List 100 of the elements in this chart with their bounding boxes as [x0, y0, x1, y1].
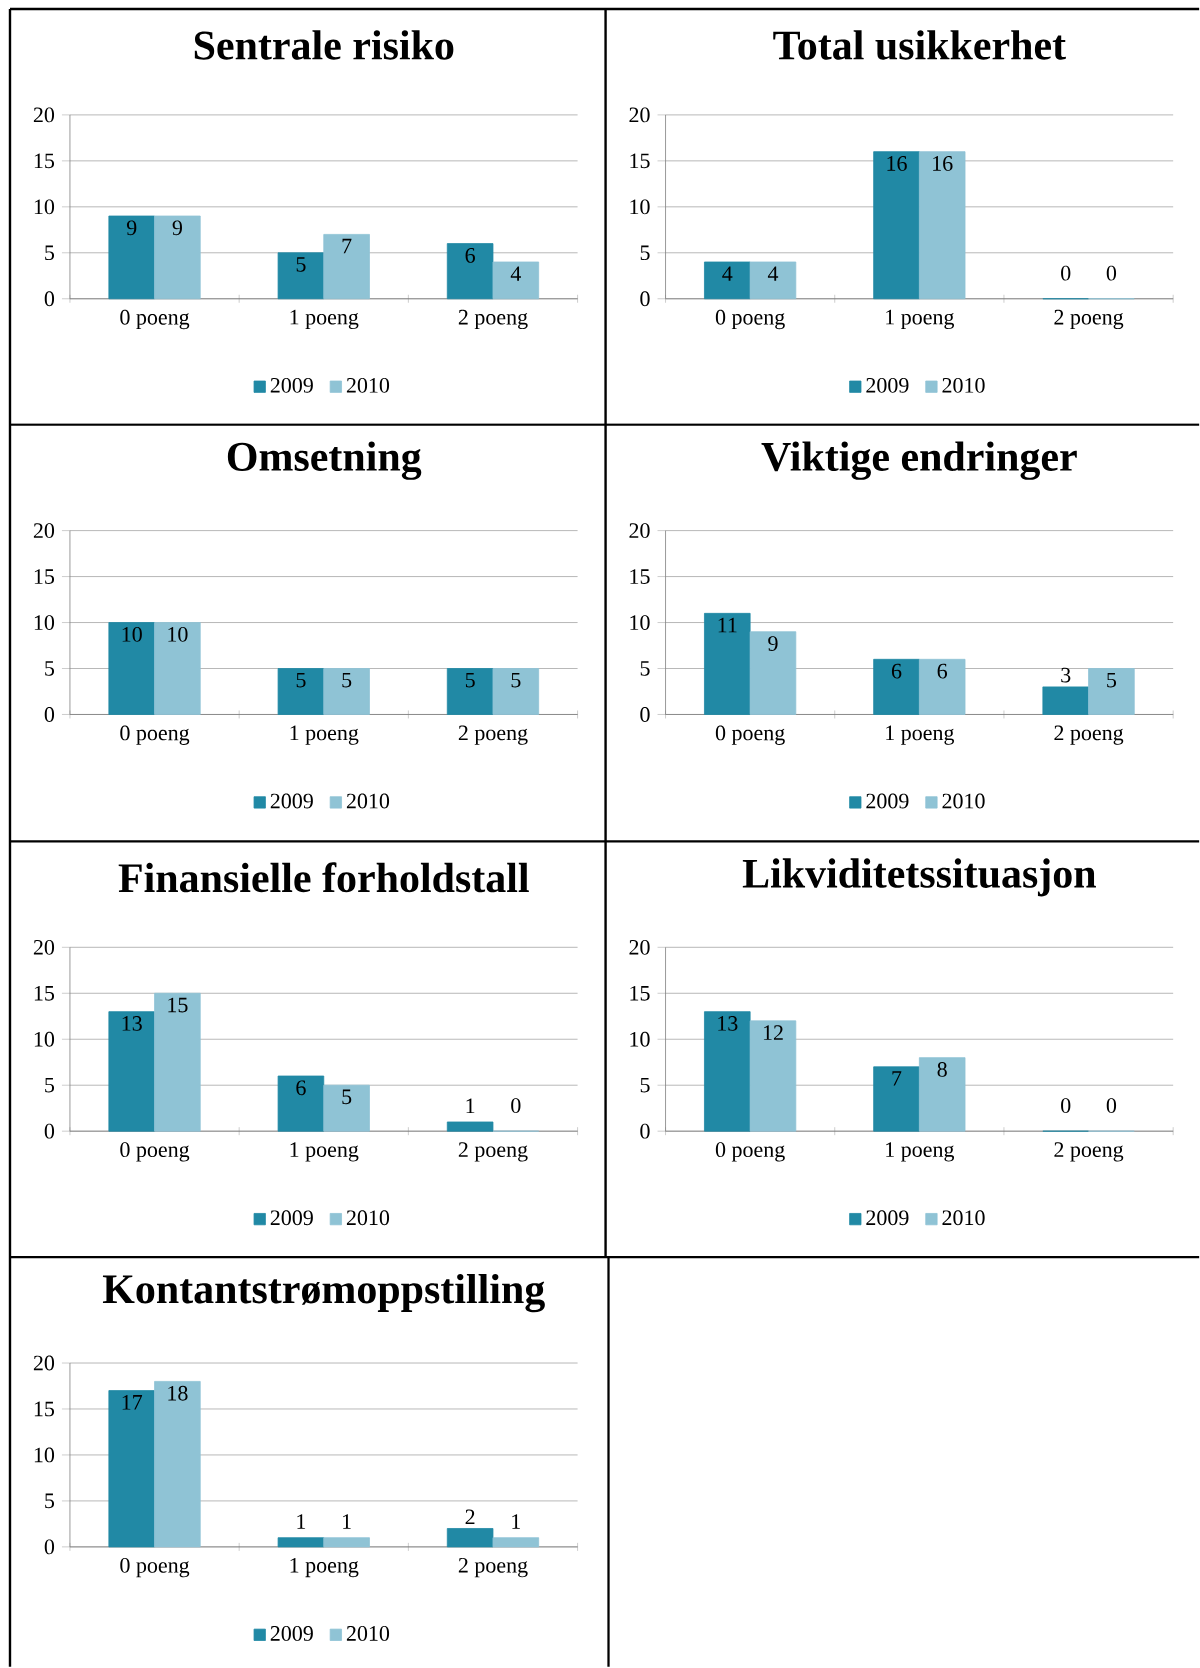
y-tick-label: 15	[34, 985, 54, 1001]
bar	[446, 243, 494, 300]
y-tick-label: 0	[44, 1123, 54, 1139]
x-tick-label: 0 poeng	[715, 725, 785, 745]
data-label: 10	[122, 626, 142, 642]
data-label: 9	[768, 636, 778, 651]
bar	[703, 1011, 751, 1132]
data-label: 11	[718, 617, 737, 633]
data-label: 0	[1060, 265, 1071, 281]
legend-label: 2010	[346, 793, 389, 809]
legend-label: 2009	[270, 377, 313, 393]
x-tick-label: 1 poeng	[886, 1142, 954, 1162]
y-tick-label: 20	[629, 523, 650, 539]
x-tick-label: 0 poeng	[120, 725, 190, 745]
bar	[918, 151, 966, 300]
x-tick-label: 0 poeng	[120, 1557, 190, 1578]
y-tick-label: 10	[34, 199, 54, 215]
bar	[492, 1537, 539, 1548]
x-tick-label: 1 poeng	[290, 725, 359, 745]
y-tick-label: 0	[640, 1123, 650, 1139]
bar	[323, 234, 370, 300]
x-tick-label: 0 poeng	[120, 1142, 190, 1162]
y-tick-label: 10	[34, 1447, 54, 1463]
bar	[749, 1020, 797, 1132]
y-tick-label: 5	[640, 245, 650, 261]
y-tick-label: 20	[629, 107, 650, 123]
chart-title: Kontantstrømoppstilling	[102, 1273, 545, 1313]
legend-label: 2009	[270, 1626, 313, 1641]
data-label: 6	[937, 663, 947, 679]
y-tick-label: 10	[34, 1031, 54, 1047]
data-label: 3	[1061, 667, 1071, 683]
data-label: 13	[122, 1016, 142, 1031]
y-tick-label: 5	[640, 1077, 650, 1093]
data-label: 1	[297, 1514, 305, 1529]
data-label: 9	[172, 220, 182, 236]
legend-label: 2009	[270, 1210, 313, 1226]
data-label: 6	[465, 248, 475, 263]
x-tick-label: 2 poeng	[1054, 725, 1124, 745]
data-label: 16	[932, 156, 953, 171]
legend-label: 2010	[346, 377, 389, 393]
data-label: 5	[342, 1089, 352, 1105]
x-tick-label: 1 poeng	[886, 309, 954, 330]
data-label: 1	[466, 1098, 475, 1113]
legend-label: 2010	[942, 793, 985, 809]
data-label: 0	[511, 1098, 521, 1113]
y-tick-label: 20	[629, 939, 650, 955]
y-tick-label: 0	[44, 1539, 54, 1555]
bar	[108, 1390, 155, 1548]
y-tick-label: 20	[33, 939, 54, 955]
x-tick-label: 2 poeng	[458, 1557, 528, 1578]
bar	[153, 1381, 201, 1548]
bar	[446, 1121, 494, 1132]
data-label: 7	[342, 238, 352, 254]
bar	[446, 1528, 494, 1548]
data-label: 4	[767, 266, 778, 281]
bar	[873, 1066, 920, 1132]
data-label: 17	[122, 1394, 142, 1410]
data-label: 1	[342, 1514, 351, 1529]
x-tick-label: 2 poeng	[458, 1142, 528, 1162]
bar	[918, 1057, 966, 1132]
y-tick-label: 0	[44, 707, 54, 722]
y-tick-label: 0	[640, 707, 650, 722]
y-tick-label: 10	[630, 1031, 650, 1047]
bar	[277, 1075, 324, 1132]
legend-label: 2009	[866, 377, 909, 393]
data-label: 5	[465, 672, 475, 688]
chart-title: Total usikkerhet	[773, 30, 1066, 60]
y-tick-label: 10	[630, 199, 650, 215]
x-tick-label: 0 poeng	[120, 309, 190, 330]
x-tick-label: 1 poeng	[290, 1557, 359, 1578]
data-label: 10	[168, 626, 188, 642]
data-label: 15	[168, 997, 188, 1013]
chart-title: Likviditetssituasjon	[742, 858, 1096, 897]
bar	[918, 658, 966, 715]
chart-title: Sentrale risiko	[194, 30, 454, 60]
bar	[153, 215, 201, 300]
y-tick-label: 15	[34, 1401, 54, 1417]
y-tick-label: 10	[34, 615, 54, 630]
data-label: 6	[296, 1080, 306, 1096]
y-tick-label: 5	[45, 1493, 54, 1509]
x-tick-label: 2 poeng	[458, 309, 528, 330]
data-label: 16	[887, 156, 907, 171]
x-tick-label: 2 poeng	[1054, 1142, 1124, 1162]
y-tick-label: 5	[45, 245, 54, 261]
legend-label: 2009	[866, 1210, 909, 1226]
y-tick-label: 15	[630, 569, 650, 584]
legend-label: 2010	[346, 1626, 389, 1641]
data-label: 0	[1106, 265, 1116, 281]
bar	[873, 151, 920, 300]
bar	[703, 261, 751, 300]
y-tick-label: 0	[640, 291, 650, 307]
data-label: 9	[126, 220, 137, 236]
data-label: 5	[511, 672, 521, 688]
chart-title: Viktige endringer	[761, 441, 1077, 480]
chart-title: Omsetning	[227, 441, 422, 480]
legend-label: 2010	[942, 1210, 985, 1226]
legend-label: 2010	[346, 1210, 389, 1226]
bar	[277, 1537, 324, 1548]
y-tick-label: 5	[640, 661, 650, 676]
bar	[492, 261, 539, 300]
